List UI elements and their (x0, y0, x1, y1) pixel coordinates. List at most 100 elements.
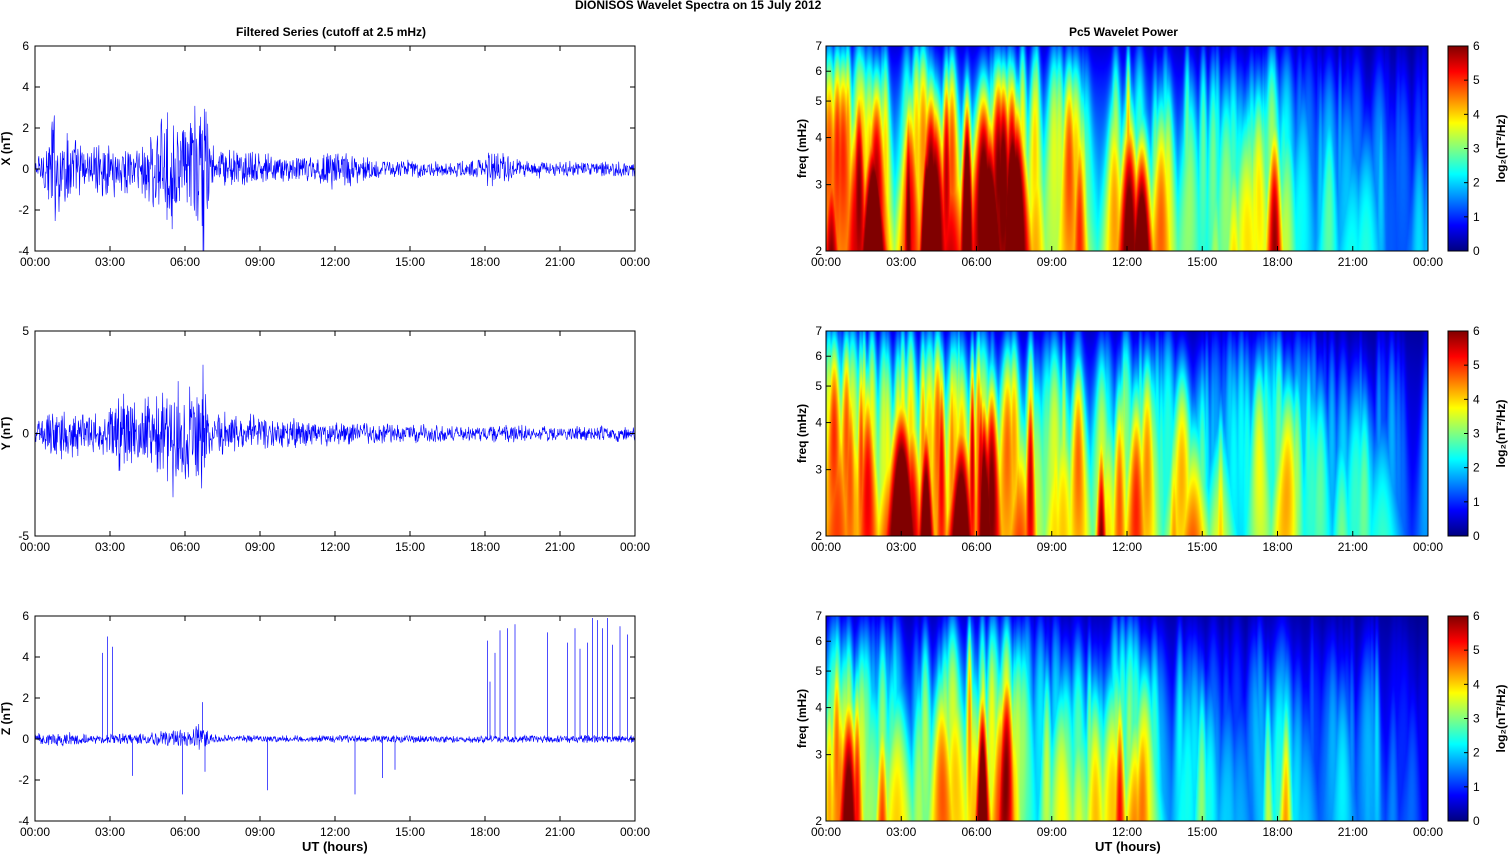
figure-title: DIONISOS Wavelet Spectra on 15 July 2012 (575, 0, 822, 12)
y-tick-label: 6 (815, 64, 822, 78)
x-tick-label: 00:00 (620, 825, 650, 839)
x-tick-label: 15:00 (1187, 825, 1217, 839)
colorbar-label: log₂(nT²/Hz) (1494, 115, 1508, 183)
x-tick-label: 06:00 (961, 825, 991, 839)
x-tick-label: 12:00 (1112, 540, 1142, 554)
colorbar-tick-label: 5 (1473, 643, 1480, 657)
x-tick-label: 12:00 (1112, 825, 1142, 839)
colorbar-tick-label: 5 (1473, 358, 1480, 372)
colorbar-tick-label: 2 (1473, 176, 1480, 190)
colorbar-tick-label: 6 (1473, 39, 1480, 53)
colorbar-tick-label: 6 (1473, 324, 1480, 338)
x-tick-label: 06:00 (961, 255, 991, 269)
x-tick-label: 00:00 (811, 825, 841, 839)
x-tick-label: 03:00 (95, 540, 125, 554)
y-axis-label: Z (nT) (0, 702, 13, 735)
x-tick-label: 03:00 (886, 255, 916, 269)
x-tick-label: 09:00 (245, 825, 275, 839)
colorbar-tick-label: 1 (1473, 210, 1480, 224)
x-tick-label: 15:00 (395, 540, 425, 554)
colorbar-label: log₂(nT²/Hz) (1494, 685, 1508, 753)
y-tick-label: 3 (815, 748, 822, 762)
colorbar-tick-label: 3 (1473, 712, 1480, 726)
x-tick-label: 18:00 (470, 540, 500, 554)
x-tick-label: 00:00 (811, 255, 841, 269)
y-tick-label: 7 (815, 609, 822, 623)
x-tick-label: 21:00 (545, 255, 575, 269)
x-tick-label: 00:00 (1413, 255, 1443, 269)
y-tick-label: 7 (815, 324, 822, 338)
x-tick-label: 12:00 (320, 540, 350, 554)
y-axis-label: freq (mHz) (795, 119, 809, 178)
plot-area (35, 616, 635, 821)
y-tick-label: 4 (22, 80, 29, 94)
y-tick-label: 0 (22, 732, 29, 746)
x-tick-label: 09:00 (245, 540, 275, 554)
colorbar-tick-label: 6 (1473, 609, 1480, 623)
wavelet-heatmap-1: 00:00 03:00 06:00 09:00 12:00 15:00 18:00 21:00… (795, 39, 1508, 269)
y-tick-label: 6 (22, 609, 29, 623)
x-tick-label: 00:00 (1413, 540, 1443, 554)
x-tick-label: 09:00 (1037, 255, 1067, 269)
y-axis-label: Y (nT) (0, 417, 13, 451)
y-tick-label: -2 (18, 203, 29, 217)
y-axis-label: X (nT) (0, 132, 13, 166)
y-tick-label: 4 (22, 650, 29, 664)
x-tick-label: 00:00 (620, 540, 650, 554)
x-tick-label: 15:00 (1187, 540, 1217, 554)
x-tick-label: 18:00 (470, 255, 500, 269)
x-tick-label: 21:00 (1338, 255, 1368, 269)
wavelet-power-image (826, 46, 1428, 251)
y-tick-label: -5 (18, 529, 29, 543)
right-column-title: Pc5 Wavelet Power (1069, 25, 1178, 39)
y-tick-label: 5 (815, 664, 822, 678)
colorbar-tick-label: 2 (1473, 746, 1480, 760)
x-tick-label: 15:00 (395, 825, 425, 839)
colorbar-tick-label: 0 (1473, 814, 1480, 828)
y-tick-label: -2 (18, 773, 29, 787)
x-tick-label: 12:00 (320, 255, 350, 269)
colorbar-tick-label: 3 (1473, 142, 1480, 156)
x-tick-label: 18:00 (1262, 255, 1292, 269)
y-tick-label: 3 (815, 463, 822, 477)
y-tick-label: 5 (815, 379, 822, 393)
series-trace (34, 724, 636, 750)
x-tick-label: 00:00 (20, 825, 50, 839)
colorbar-tick-label: 0 (1473, 244, 1480, 258)
y-tick-label: 2 (22, 121, 29, 135)
x-tick-label: 09:00 (1037, 540, 1067, 554)
left-xlabel: UT (hours) (302, 839, 368, 854)
x-tick-label: 09:00 (1037, 825, 1067, 839)
y-tick-label: 2 (815, 244, 822, 258)
y-tick-label: 2 (815, 529, 822, 543)
x-tick-label: 06:00 (170, 255, 200, 269)
left-column-title: Filtered Series (cutoff at 2.5 mHz) (236, 25, 427, 39)
x-tick-label: 18:00 (470, 825, 500, 839)
plot-area (35, 46, 635, 251)
y-axis-label: freq (mHz) (795, 404, 809, 463)
x-tick-label: 06:00 (170, 540, 200, 554)
x-tick-label: 15:00 (395, 255, 425, 269)
colorbar-tick-label: 4 (1473, 392, 1480, 406)
y-tick-label: 7 (815, 39, 822, 53)
colorbar-tick-label: 4 (1473, 107, 1480, 121)
line-chart-2: 00:00 03:00 06:00 09:00 12:00 15:00 18:00 21:00… (0, 324, 650, 554)
x-tick-label: 03:00 (95, 825, 125, 839)
colorbar-tick-label: 5 (1473, 73, 1480, 87)
y-tick-label: 3 (815, 178, 822, 192)
x-tick-label: 03:00 (886, 825, 916, 839)
x-tick-label: 21:00 (545, 825, 575, 839)
x-tick-label: 21:00 (545, 540, 575, 554)
y-tick-label: 0 (22, 427, 29, 441)
x-tick-label: 18:00 (1262, 825, 1292, 839)
y-tick-label: 5 (815, 94, 822, 108)
x-tick-label: 12:00 (1112, 255, 1142, 269)
x-tick-label: 21:00 (1338, 825, 1368, 839)
y-tick-label: 6 (22, 39, 29, 53)
colorbar-tick-label: 4 (1473, 677, 1480, 691)
x-tick-label: 06:00 (961, 540, 991, 554)
y-tick-label: 2 (22, 691, 29, 705)
wavelet-heatmap-3: 00:00 03:00 06:00 09:00 12:00 15:00 18:00 21:00… (795, 609, 1508, 839)
y-tick-label: 4 (815, 416, 822, 430)
line-chart-1: 00:00 03:00 06:00 09:00 12:00 15:00 18:00 21:00… (0, 39, 650, 269)
